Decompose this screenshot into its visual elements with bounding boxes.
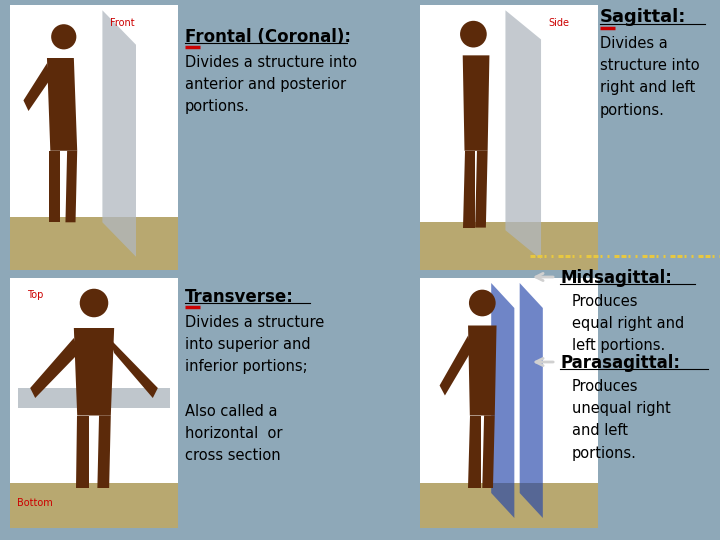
- Bar: [10, 5, 178, 270]
- Polygon shape: [74, 328, 114, 415]
- Polygon shape: [491, 283, 514, 518]
- Bar: [420, 483, 598, 528]
- Polygon shape: [482, 415, 495, 488]
- Polygon shape: [76, 415, 89, 488]
- Polygon shape: [463, 151, 475, 227]
- Polygon shape: [30, 338, 79, 398]
- Polygon shape: [468, 326, 497, 415]
- Circle shape: [80, 289, 108, 318]
- Circle shape: [469, 289, 495, 316]
- Polygon shape: [24, 63, 50, 111]
- Text: Produces
equal right and
left portions.: Produces equal right and left portions.: [572, 294, 684, 353]
- Polygon shape: [102, 10, 136, 256]
- Text: Sagittal:: Sagittal:: [600, 8, 686, 26]
- Bar: [420, 222, 598, 270]
- Text: Divides a structure
into superior and
inferior portions;

Also called a
horizont: Divides a structure into superior and in…: [185, 315, 324, 463]
- Bar: [420, 278, 598, 528]
- Polygon shape: [66, 151, 77, 222]
- Text: Transverse:: Transverse:: [185, 288, 294, 306]
- Circle shape: [460, 21, 487, 48]
- Bar: [10, 217, 178, 270]
- Text: Bottom: Bottom: [17, 498, 53, 508]
- Bar: [10, 278, 178, 528]
- Polygon shape: [475, 151, 487, 227]
- Text: Top: Top: [27, 291, 43, 300]
- Polygon shape: [49, 151, 60, 222]
- Circle shape: [51, 24, 76, 49]
- Text: Front: Front: [110, 18, 135, 28]
- Polygon shape: [19, 388, 170, 408]
- Text: Frontal (Coronal):: Frontal (Coronal):: [185, 28, 351, 46]
- Text: Parasagittal:: Parasagittal:: [560, 354, 680, 372]
- Polygon shape: [440, 335, 472, 395]
- Polygon shape: [463, 56, 490, 151]
- Polygon shape: [109, 338, 158, 398]
- Polygon shape: [505, 10, 541, 259]
- Polygon shape: [520, 283, 543, 518]
- Polygon shape: [97, 415, 111, 488]
- Bar: [420, 5, 598, 270]
- Text: Side: Side: [549, 18, 570, 28]
- Text: Midsagittal:: Midsagittal:: [560, 269, 672, 287]
- Text: Produces
unequal right
and left
portions.: Produces unequal right and left portions…: [572, 379, 671, 461]
- Polygon shape: [47, 58, 77, 151]
- Polygon shape: [468, 415, 480, 488]
- Text: Divides a
structure into
right and left
portions.: Divides a structure into right and left …: [600, 36, 700, 118]
- Text: Divides a structure into
anterior and posterior
portions.: Divides a structure into anterior and po…: [185, 55, 357, 114]
- Bar: [10, 483, 178, 528]
